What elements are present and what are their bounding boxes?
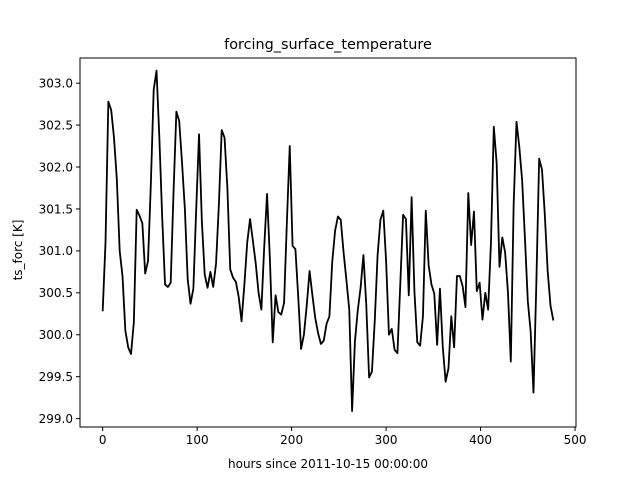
y-tick-label: 299.5 [39,370,73,384]
y-tick-label: 300.5 [39,286,73,300]
y-tick-label: 303.0 [39,76,73,90]
x-tick-label: 300 [375,433,398,447]
plot-area [101,69,555,412]
axes: 0 100 200 300 400 500 299.0 299.5 300.0 300.5 301.… [39,57,587,447]
y-axis-label: ts_forc [K] [11,220,25,281]
x-tick-label: 400 [469,433,492,447]
y-tick-label: 301.0 [39,244,73,258]
y-tick-label: 302.5 [39,118,73,132]
x-tick-label: 200 [280,433,303,447]
x-tick-label: 500 [564,433,587,447]
series-line-0 [101,69,555,412]
x-axis-label: hours since 2011-10-15 00:00:00 [228,457,428,471]
y-tick-label: 300.0 [39,328,73,342]
axes-frame [79,57,577,428]
x-tick-label: 0 [99,433,107,447]
y-tick-label: 302.0 [39,160,73,174]
chart-title: forcing_surface_temperature [224,37,432,53]
y-tick-label: 301.5 [39,202,73,216]
x-tick-label: 100 [186,433,209,447]
y-tick-label: 299.0 [39,412,73,426]
